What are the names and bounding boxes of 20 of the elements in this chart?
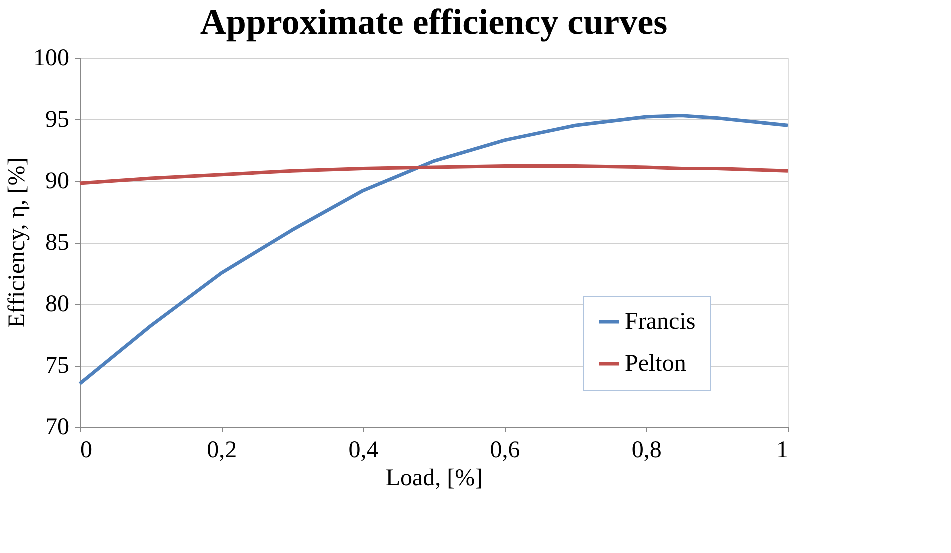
y-tick-label: 90 xyxy=(46,168,70,194)
x-tick-label: 0,8 xyxy=(632,438,662,464)
x-tick-label: 0,6 xyxy=(490,438,520,464)
line-series xyxy=(78,164,790,186)
y-tick-label: 95 xyxy=(46,107,70,133)
legend-label: Pelton xyxy=(625,351,686,377)
x-tick-label: 0,4 xyxy=(348,438,379,464)
legend-label: Francis xyxy=(625,309,696,335)
x-tick-label: 0,2 xyxy=(207,438,238,464)
y-tick-label: 85 xyxy=(46,230,70,256)
line-series xyxy=(78,114,790,386)
y-axis-title: Efficiency, η, [%] xyxy=(4,158,30,328)
chart-title: Approximate efficiency curves xyxy=(200,2,668,42)
x-axis-title: Load, [%] xyxy=(386,466,484,492)
x-tick-label: 0 xyxy=(80,438,92,464)
y-tick-label: 70 xyxy=(46,414,70,440)
y-tick-label: 75 xyxy=(46,353,70,379)
x-tick-label: 1 xyxy=(776,438,788,464)
y-tick-label: 100 xyxy=(34,46,70,72)
y-tick-label: 80 xyxy=(46,292,70,318)
